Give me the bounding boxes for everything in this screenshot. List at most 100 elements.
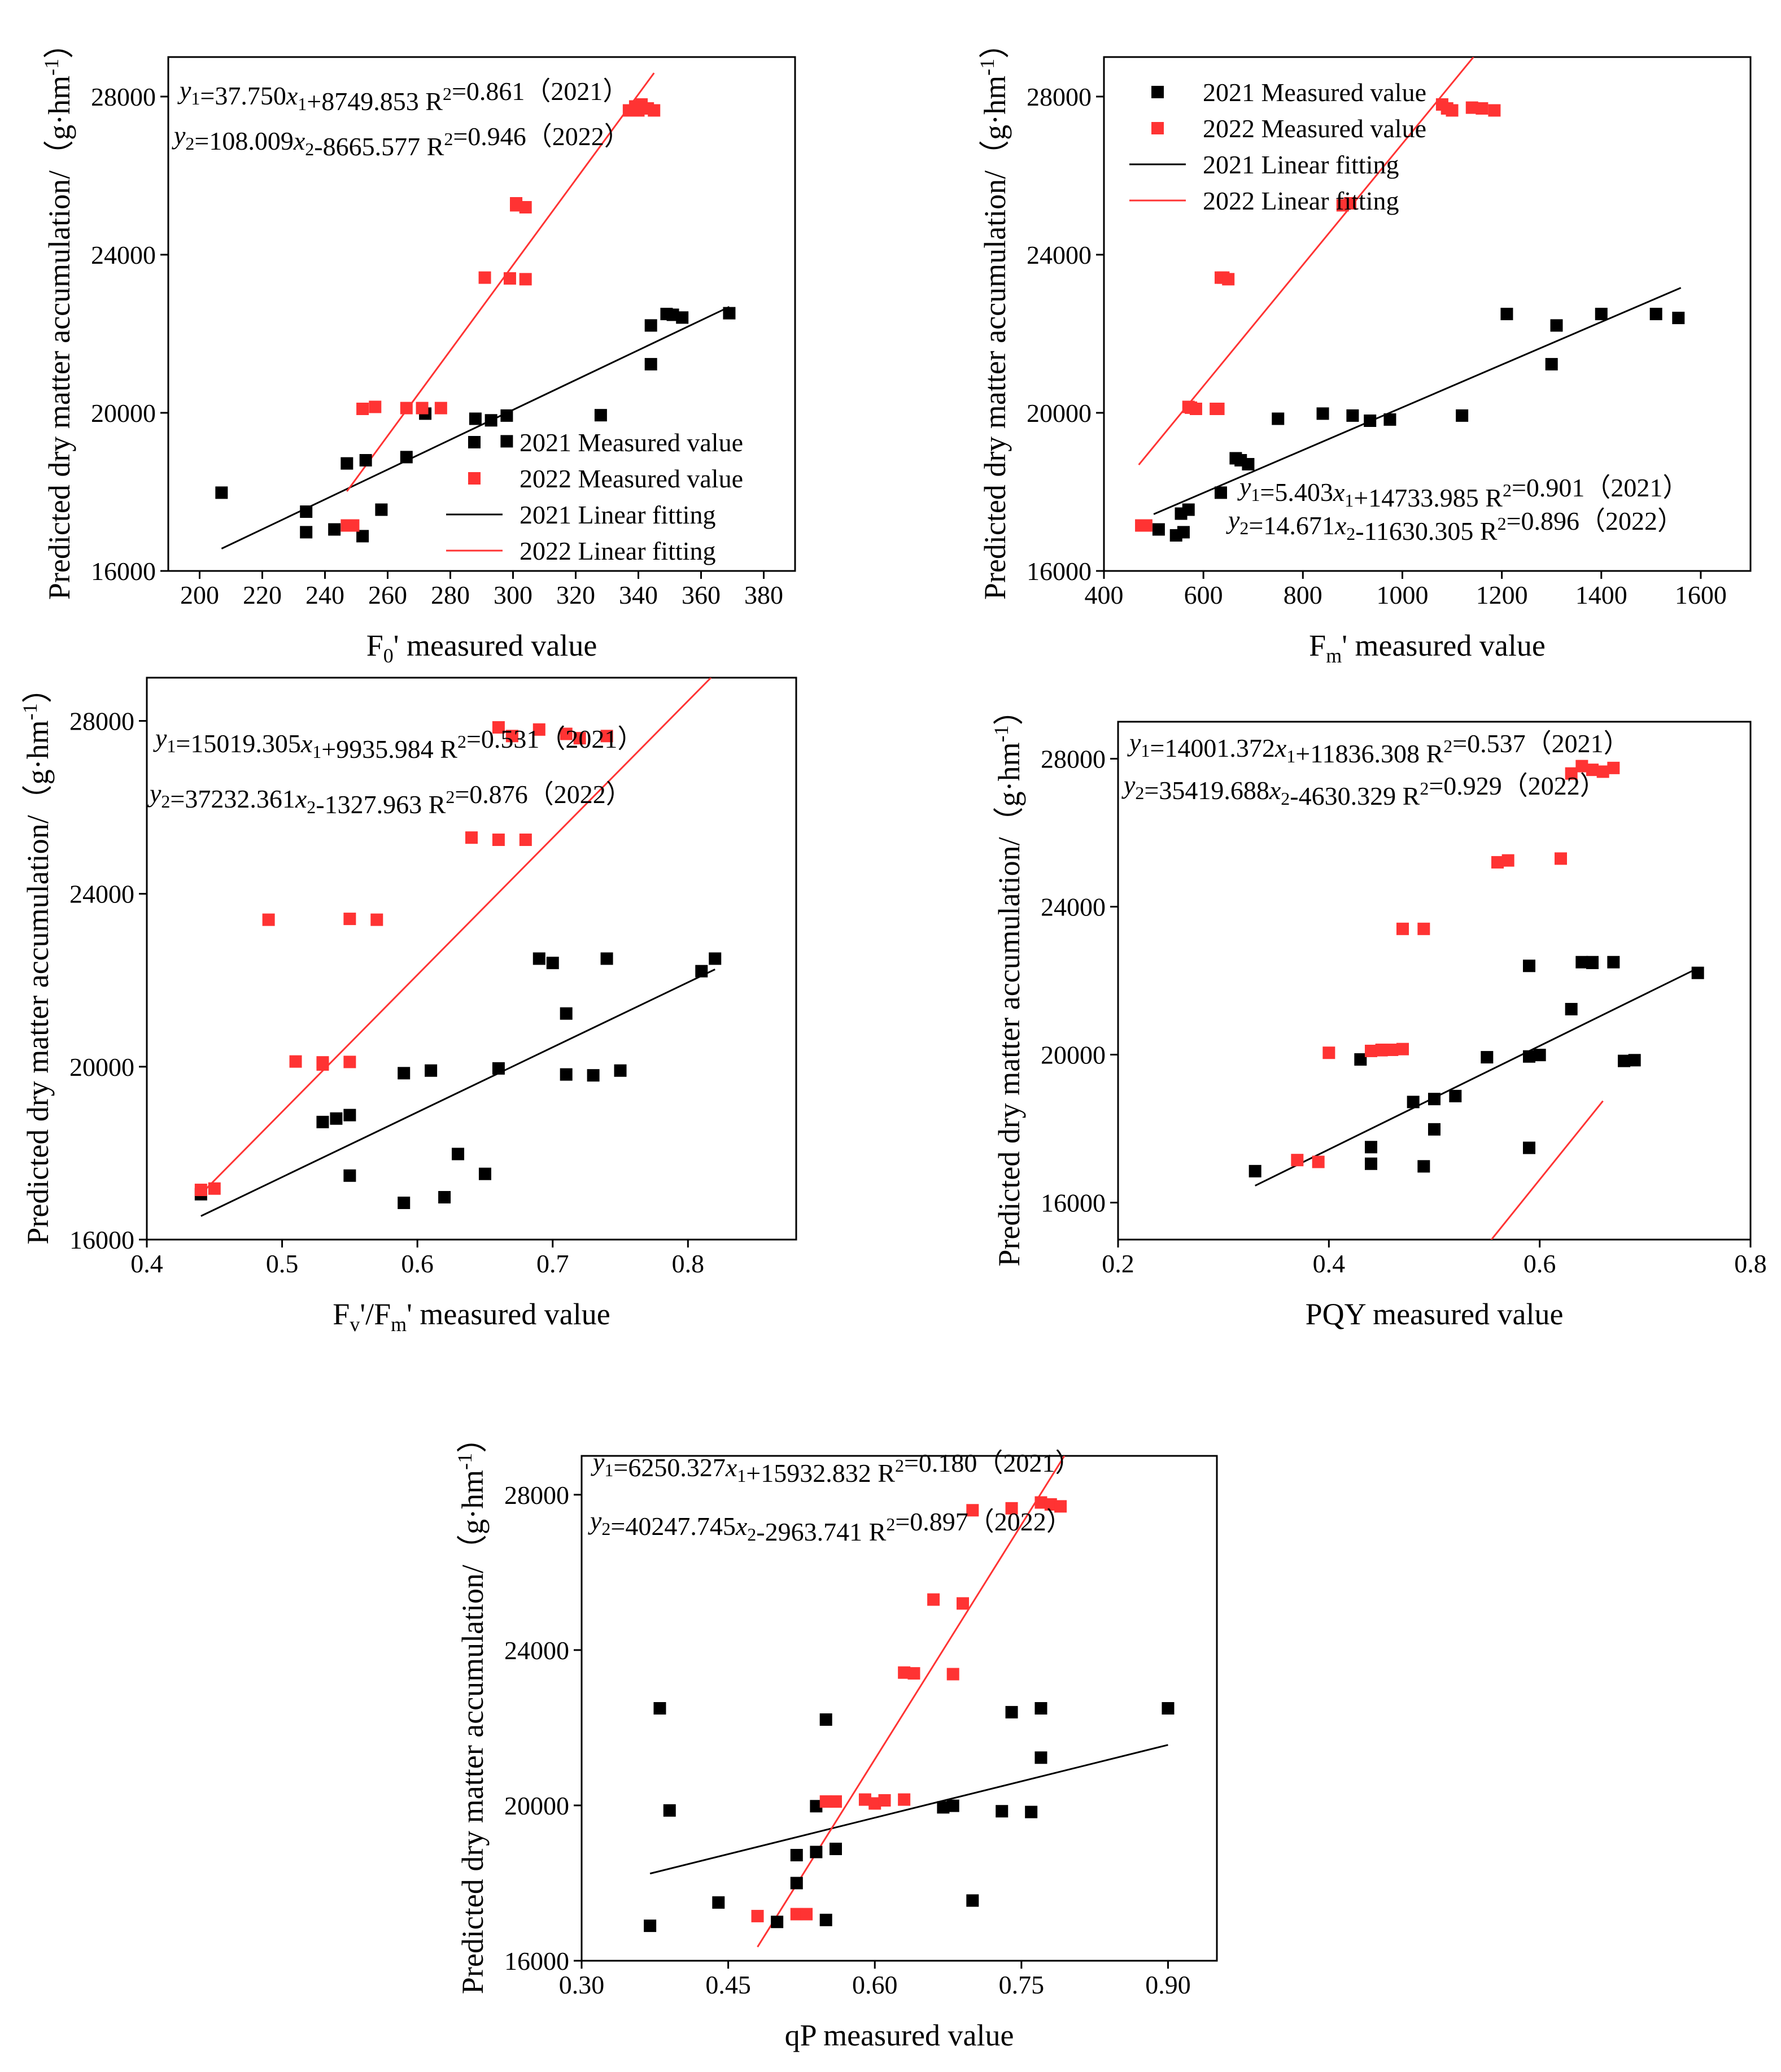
point-2021 bbox=[1034, 1702, 1047, 1715]
point-2021 bbox=[1595, 308, 1608, 320]
x-tick-label: 220 bbox=[243, 581, 282, 609]
point-2022 bbox=[858, 1793, 871, 1806]
fit-line-2021 bbox=[649, 1744, 1168, 1875]
plot-area bbox=[194, 678, 722, 1217]
point-2021 bbox=[810, 1846, 823, 1859]
point-2021 bbox=[1428, 1093, 1440, 1106]
point-2021 bbox=[653, 1702, 666, 1715]
point-2022 bbox=[343, 1055, 356, 1068]
point-2022 bbox=[1501, 854, 1514, 867]
point-2022 bbox=[465, 831, 478, 844]
point-2021 bbox=[1346, 409, 1359, 422]
point-2021 bbox=[1364, 415, 1377, 427]
chart-qp-panel: 0.30 0.45 0.60 0.75 0.90 16000 20000 24000 28000… bbox=[453, 1423, 1218, 2052]
point-2021 bbox=[1523, 959, 1535, 972]
x-tick-label: 1200 bbox=[1476, 581, 1528, 609]
x-tick-label: 380 bbox=[744, 581, 783, 609]
x-tick-label: 240 bbox=[305, 581, 344, 609]
fit-line-2022 bbox=[1138, 57, 1474, 466]
point-2022 bbox=[434, 402, 447, 415]
point-2021 bbox=[316, 1115, 329, 1128]
x-axis-label: F0' measured value bbox=[366, 629, 597, 667]
point-2021 bbox=[810, 1800, 823, 1813]
point-2021 bbox=[492, 1062, 505, 1075]
x-tick-label: 0.90 bbox=[1145, 1970, 1191, 1999]
point-2022 bbox=[503, 272, 516, 285]
y-tick-label: 24000 bbox=[69, 880, 134, 909]
point-2022 bbox=[1476, 102, 1488, 115]
point-2022 bbox=[800, 1908, 813, 1921]
y-tick-label: 16000 bbox=[1041, 1189, 1106, 1218]
point-2021 bbox=[1272, 412, 1285, 425]
y-tick-label: 20000 bbox=[1027, 399, 1092, 428]
point-2021 bbox=[375, 503, 388, 516]
point-2022 bbox=[316, 1058, 329, 1071]
point-2022 bbox=[1491, 856, 1504, 869]
y-tick-label: 16000 bbox=[1027, 557, 1092, 586]
plot-frame bbox=[167, 56, 796, 572]
point-2021 bbox=[356, 530, 369, 543]
point-2021 bbox=[560, 1007, 573, 1020]
x-tick-label: 320 bbox=[556, 581, 595, 609]
point-2021 bbox=[328, 523, 341, 536]
point-2022 bbox=[532, 723, 545, 736]
point-2022 bbox=[1005, 1502, 1018, 1515]
point-2021 bbox=[723, 307, 736, 320]
point-2022 bbox=[1291, 1154, 1304, 1167]
point-2021 bbox=[1481, 1051, 1494, 1064]
point-2021 bbox=[425, 1064, 438, 1077]
point-2022 bbox=[400, 402, 413, 415]
point-2022 bbox=[416, 402, 429, 415]
point-2021 bbox=[452, 1148, 465, 1161]
point-2022 bbox=[927, 1593, 940, 1606]
chart-fvfm-panel: 0.4 0.5 0.6 0.7 0.8 16000 20000 24000 28000 Fv'/F… bbox=[19, 673, 797, 1336]
point-2022 bbox=[600, 730, 613, 743]
point-2021 bbox=[1417, 1160, 1430, 1173]
plot-area bbox=[644, 1456, 1175, 1948]
point-2021 bbox=[1565, 1002, 1578, 1015]
point-2021 bbox=[1628, 1054, 1641, 1067]
point-2021 bbox=[484, 414, 497, 427]
point-2022 bbox=[492, 834, 505, 847]
point-2022 bbox=[966, 1504, 979, 1517]
chart-fm-panel: 400 600 800 1000 1200 1400 1600 16000 20000 24000… bbox=[976, 28, 1752, 667]
point-2022 bbox=[1446, 104, 1459, 117]
fit-line-2021 bbox=[1255, 967, 1699, 1187]
point-2022 bbox=[898, 1793, 911, 1806]
plot-frame bbox=[580, 1455, 1218, 1962]
point-2021 bbox=[666, 308, 679, 321]
regression-equation: y1=15019.305x1+9935.984 R2=0.531（2021） bbox=[153, 723, 643, 764]
point-2022 bbox=[208, 1182, 221, 1195]
point-2022 bbox=[1365, 1044, 1377, 1057]
point-2021 bbox=[398, 1196, 411, 1209]
point-2021 bbox=[937, 1801, 950, 1814]
regression-equation: y1=5.403x1+14733.985 R2=0.901（2021） bbox=[1237, 472, 1688, 512]
point-2022 bbox=[356, 403, 369, 415]
point-2021 bbox=[1523, 1050, 1535, 1063]
x-tick-label: 0.4 bbox=[1313, 1249, 1346, 1278]
x-tick-label: 0.7 bbox=[536, 1249, 569, 1278]
point-2022 bbox=[1565, 767, 1578, 780]
point-2021 bbox=[709, 952, 722, 965]
fit-line-2022 bbox=[757, 1456, 1066, 1948]
point-2021 bbox=[946, 1799, 959, 1812]
point-2022 bbox=[790, 1908, 803, 1921]
point-2022 bbox=[1465, 101, 1478, 114]
x-tick-label: 0.30 bbox=[559, 1970, 605, 1999]
point-2021 bbox=[830, 1842, 842, 1855]
legend-label: 2022 Linear fitting bbox=[1203, 186, 1399, 215]
point-2022 bbox=[830, 1795, 842, 1808]
point-2022 bbox=[1586, 764, 1599, 777]
plot-area bbox=[215, 72, 736, 549]
x-tick-label: 600 bbox=[1184, 581, 1223, 609]
regression-equation: y1=14001.372x1+11836.308 R2=0.537（2021） bbox=[1127, 728, 1630, 768]
point-2021 bbox=[1500, 308, 1513, 320]
point-2021 bbox=[1365, 1157, 1377, 1170]
regression-equation: y2=40247.745x2-2963.741 R2=0.897（2022） bbox=[588, 1506, 1072, 1546]
point-2021 bbox=[587, 1069, 600, 1082]
point-2021 bbox=[695, 965, 708, 978]
y-tick-label: 24000 bbox=[1027, 241, 1092, 269]
point-2021 bbox=[359, 454, 372, 466]
point-2021 bbox=[1533, 1049, 1546, 1062]
